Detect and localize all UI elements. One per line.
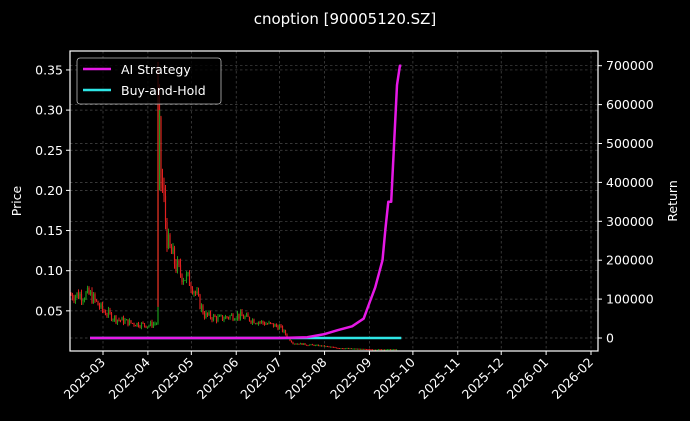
y-axis-left: 0.05 0.10 0.15 0.20 0.25 0.30 0.35: [35, 62, 70, 318]
y-left-tick-label: 0.15: [35, 223, 63, 238]
y-left-tick-label: 0.20: [35, 183, 63, 198]
y-right-tick-label: 600000: [606, 97, 654, 112]
plot-frame: [69, 50, 599, 352]
y-left-tick-label: 0.10: [35, 263, 63, 278]
y-axis-right: 0 100000 200000 300000 400000 500000 600000 700…: [598, 58, 654, 346]
y-right-tick-label: 0: [606, 331, 614, 346]
y-left-tick-label: 0.30: [35, 103, 63, 118]
legend: AI Strategy Buy-and-Hold: [76, 57, 222, 105]
y-axis-left-label: Price: [9, 185, 24, 216]
y-right-tick-label: 100000: [606, 292, 654, 307]
price-candlesticks: [70, 61, 398, 351]
y-left-tick-label: 0.25: [35, 143, 63, 158]
ai-strategy-line: [90, 64, 402, 340]
y-left-tick-label: 0.35: [35, 62, 63, 77]
y-right-tick-label: 700000: [606, 58, 654, 73]
legend-box: [76, 57, 222, 105]
y-right-tick-label: 500000: [606, 136, 654, 151]
y-right-tick-label: 200000: [606, 253, 654, 268]
y-right-tick-label: 300000: [606, 214, 654, 229]
legend-buy-and-hold: Buy-and-Hold: [121, 83, 206, 98]
chart-title: cnoption [90005120.SZ]: [254, 10, 437, 28]
y-left-tick-label: 0.05: [35, 303, 63, 318]
legend-ai-strategy: AI Strategy: [121, 62, 191, 77]
y-axis-right-label: Return: [665, 180, 680, 221]
y-right-tick-label: 400000: [606, 175, 654, 190]
